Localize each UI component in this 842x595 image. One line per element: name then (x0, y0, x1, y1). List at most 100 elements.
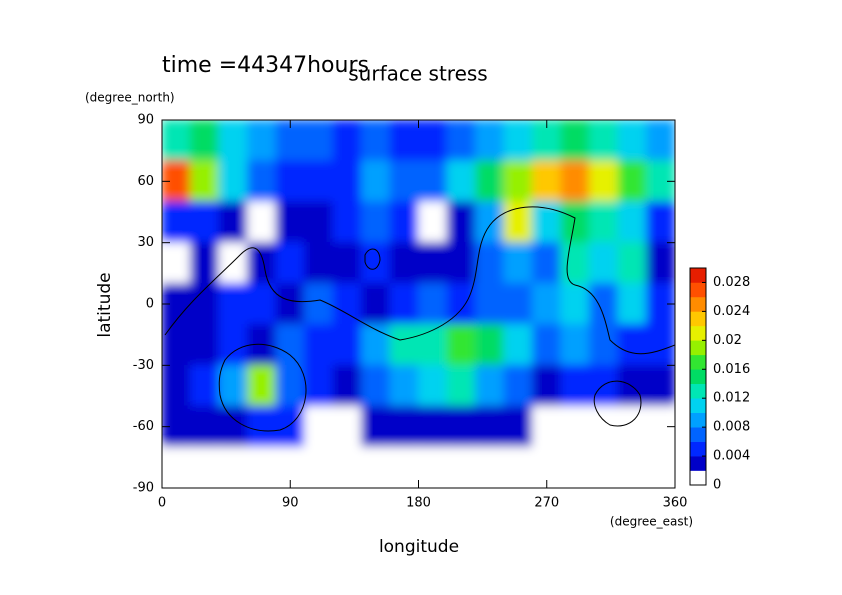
cell (275, 283, 305, 325)
cell (560, 283, 590, 325)
cell (475, 405, 505, 448)
cell (589, 242, 619, 285)
cell (646, 323, 675, 366)
cell (190, 446, 220, 488)
cell (503, 120, 533, 162)
cell (560, 323, 590, 366)
cell (389, 283, 419, 325)
cell (389, 446, 419, 488)
cell (304, 364, 334, 407)
cell (532, 405, 562, 448)
cell (446, 160, 476, 203)
cell (532, 364, 562, 407)
colorbar-frame (689, 267, 707, 486)
cell (503, 160, 533, 203)
cell (475, 283, 505, 325)
y-tick-label: -30 (133, 358, 154, 373)
cell (304, 446, 334, 488)
colorbar-swatch (690, 383, 706, 399)
cell (389, 160, 419, 203)
cell (190, 242, 220, 285)
cell (304, 323, 334, 366)
chart-title: surface stress (348, 62, 487, 86)
cell (162, 201, 191, 244)
cell (275, 160, 305, 203)
cell (190, 201, 220, 244)
coastlines (164, 206, 675, 432)
y-tick-label: 0 (146, 297, 154, 312)
cell (475, 364, 505, 407)
cell (446, 283, 476, 325)
cell (162, 120, 191, 162)
cell (332, 160, 362, 203)
cell (418, 120, 448, 162)
coastline (593, 380, 642, 427)
cell (275, 242, 305, 285)
cell (560, 446, 590, 488)
cell (332, 323, 362, 366)
x-tick-label: 0 (158, 496, 166, 511)
cell (446, 201, 476, 244)
cell (446, 364, 476, 407)
cell (304, 405, 334, 448)
cell (190, 323, 220, 366)
cell (617, 283, 647, 325)
cell (247, 446, 277, 488)
cell (332, 364, 362, 407)
colorbar-label: 0.02 (713, 333, 742, 348)
coastline (364, 248, 381, 270)
cell (332, 201, 362, 244)
colorbar-label: 0.028 (713, 275, 750, 290)
cell (275, 201, 305, 244)
cell (617, 323, 647, 366)
cell (275, 364, 305, 407)
cell (304, 160, 334, 203)
colorbar-swatch (690, 369, 706, 385)
cell (332, 446, 362, 488)
cell (218, 160, 248, 203)
cell (446, 120, 476, 162)
y-tick-label: -60 (133, 419, 154, 434)
cell (503, 405, 533, 448)
cell (589, 405, 619, 448)
cell (304, 242, 334, 285)
cell (332, 283, 362, 325)
cell (446, 446, 476, 488)
cell (418, 323, 448, 366)
cell (332, 242, 362, 285)
colorbar-swatch (690, 282, 706, 298)
cell (589, 201, 619, 244)
cell (589, 323, 619, 366)
colorbar-swatch (690, 427, 706, 442)
colorbar-swatch (690, 296, 706, 312)
cell (190, 120, 220, 162)
cell (617, 201, 647, 244)
coastline (218, 343, 307, 432)
cell (218, 323, 248, 366)
cell (275, 323, 305, 366)
x-tick-label: 90 (282, 496, 299, 511)
cell (617, 446, 647, 488)
cell (190, 160, 220, 203)
colorbar-swatch (690, 456, 706, 471)
cell (162, 323, 191, 366)
colorbar-label: 0.012 (713, 391, 750, 406)
cells (162, 120, 675, 488)
cell (503, 364, 533, 407)
colorbar-swatch (690, 398, 706, 413)
cell (218, 201, 248, 244)
cell (475, 120, 505, 162)
x-tick-label: 180 (406, 496, 431, 511)
cell (475, 446, 505, 488)
y-units: (degree_north) (85, 91, 175, 105)
cell (247, 242, 277, 285)
y-label: latitude (95, 272, 115, 337)
cell (247, 160, 277, 203)
cell (418, 446, 448, 488)
cell (361, 160, 391, 203)
subtitle: time =44347hours (162, 53, 369, 78)
cell (532, 242, 562, 285)
cell (218, 283, 248, 325)
cell (162, 364, 191, 407)
cell (389, 364, 419, 407)
